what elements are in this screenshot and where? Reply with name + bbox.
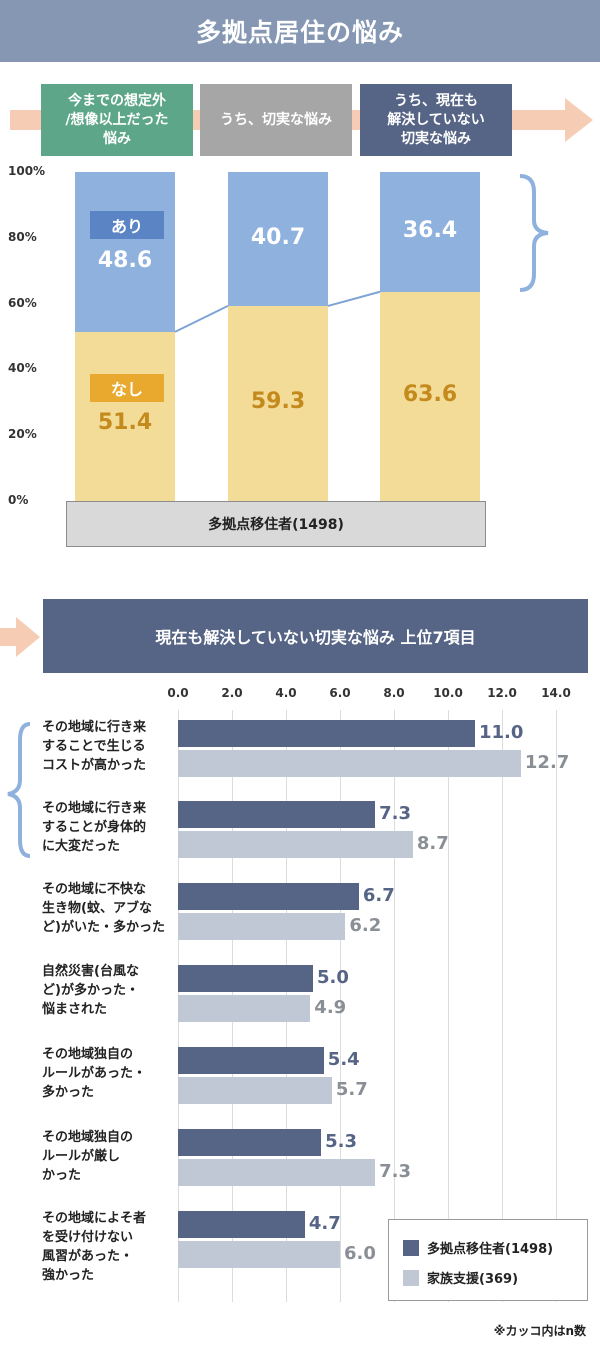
- x-tick-label: 6.0: [329, 686, 351, 700]
- category-box-serious: うち、切実な悩み: [200, 84, 352, 156]
- connector-line: [174, 305, 229, 333]
- bar-series-a: [178, 965, 313, 992]
- bar-series-b: [178, 913, 346, 940]
- y-tick-label: 60%: [8, 295, 37, 310]
- category-label: その地域独自の ルールがあった・ 多かった: [42, 1047, 147, 1100]
- y-tick-label: 100%: [8, 164, 46, 178]
- bar-nashi: [228, 305, 328, 501]
- y-tick-label: 0%: [8, 493, 29, 507]
- page-title: 多拠点居住の悩み: [0, 0, 600, 62]
- legend-item-series-b: 家族支援(369): [403, 1268, 518, 1287]
- x-tick-label: 8.0: [383, 686, 405, 700]
- value-label-series-a: 7.3: [379, 803, 411, 824]
- bar-series-a: [178, 1047, 324, 1074]
- x-tick-label: 2.0: [221, 686, 243, 700]
- base-sample-label: 多拠点移住者(1498): [66, 501, 486, 547]
- legend-tag-nashi: なし: [90, 374, 164, 402]
- bar-ari: [75, 172, 175, 332]
- value-label-series-b: 8.7: [416, 833, 449, 854]
- bar-series-a: [178, 720, 475, 747]
- grid-line: [394, 710, 395, 1302]
- x-tick-label: 10.0: [433, 686, 463, 700]
- value-label-series-b: 6.2: [349, 915, 382, 936]
- value-label-series-a: 11.0: [479, 722, 524, 743]
- value-label-series-a: 5.4: [327, 1049, 360, 1070]
- bar-series-b: [178, 1077, 332, 1104]
- value-label-series-a: 6.7: [362, 885, 395, 906]
- bar-nashi: [380, 291, 480, 501]
- x-tick-label: 14.0: [541, 686, 571, 700]
- flow-arrow-icon: [565, 98, 593, 142]
- value-label-nashi: 51.4: [97, 410, 153, 435]
- bar-ari: [228, 172, 328, 306]
- bar-series-b: [178, 1159, 376, 1186]
- value-label-ari: 48.6: [97, 248, 153, 273]
- section-title: 現在も解決していない切実な悩み 上位7項目: [43, 599, 588, 673]
- y-tick-label: 80%: [8, 229, 37, 244]
- bar-series-b: [178, 831, 413, 858]
- value-label-series-b: 7.3: [379, 1161, 411, 1182]
- category-box-unexpected: 今までの想定外 /想像以上だった 悩み: [41, 84, 193, 156]
- value-label-series-a: 5.3: [325, 1131, 357, 1152]
- bar-series-b: [178, 1241, 340, 1268]
- chart-legend: 多拠点移住者(1498) 家族支援(369): [388, 1219, 588, 1301]
- bar-series-b: [178, 995, 311, 1022]
- category-label: その地域に行き来 することが身体的 に大変だった: [42, 801, 147, 854]
- bar-series-a: [178, 1129, 322, 1156]
- legend-label-series-a: 多拠点移住者(1498): [427, 1242, 554, 1257]
- y-tick-label: 40%: [8, 361, 37, 376]
- legend-swatch-series-b: [403, 1269, 419, 1286]
- x-tick-label: 4.0: [275, 686, 297, 700]
- grid-line: [448, 710, 449, 1302]
- category-box-unresolved: うち、現在も 解決していない 切実な悩み: [360, 84, 512, 156]
- bar-series-a: [178, 801, 376, 828]
- category-label: その地域に行き来 することで生じる コストが高かった: [42, 720, 147, 773]
- value-label-series-b: 12.7: [524, 752, 570, 773]
- x-tick-label: 12.0: [487, 686, 517, 700]
- category-label: その地域によそ者 を受け付けない 風習があった・ 強かった: [42, 1211, 147, 1283]
- value-label-series-a: 4.7: [308, 1213, 341, 1234]
- y-tick-label: 20%: [8, 427, 37, 442]
- bar-nashi: [75, 331, 175, 501]
- category-label: 自然災害(台風な ど)が多かった・ 悩まされた: [42, 964, 139, 1017]
- legend-item-series-a: 多拠点移住者(1498): [403, 1238, 553, 1257]
- bar-ari: [380, 172, 480, 292]
- brace-icon: [7, 722, 31, 858]
- grid-line: [340, 710, 341, 1302]
- value-label-ari: 40.7: [250, 224, 306, 250]
- sample-size-note: ※カッコ内はn数: [493, 1324, 586, 1338]
- bar-series-a: [178, 1211, 305, 1238]
- value-label-ari: 36.4: [402, 217, 458, 243]
- value-label-series-b: 5.7: [335, 1079, 368, 1100]
- category-label: その地域独自の ルールが厳し かった: [42, 1130, 134, 1183]
- value-label-series-b: 4.9: [314, 997, 347, 1018]
- brace-icon: [519, 174, 549, 292]
- legend-tag-ari: あり: [90, 211, 164, 239]
- value-label-series-a: 5.0: [317, 967, 349, 988]
- value-label-series-b: 6.0: [344, 1243, 376, 1264]
- grid-line: [556, 710, 557, 1302]
- value-label-nashi: 59.3: [250, 389, 306, 415]
- section-arrow-icon: [16, 617, 40, 657]
- legend-swatch-series-a: [403, 1239, 419, 1256]
- value-label-nashi: 63.6: [402, 382, 458, 408]
- connector-line: [327, 290, 381, 307]
- category-label: その地域に不快な 生き物(蚊、アブな ど)がいた・多かった: [42, 882, 165, 935]
- bar-series-b: [178, 750, 521, 777]
- legend-label-series-b: 家族支援(369): [427, 1272, 519, 1287]
- x-tick-label: 0.0: [167, 686, 189, 700]
- section-arrow-band: [0, 628, 16, 646]
- grid-line: [502, 710, 503, 1302]
- bar-series-a: [178, 883, 359, 910]
